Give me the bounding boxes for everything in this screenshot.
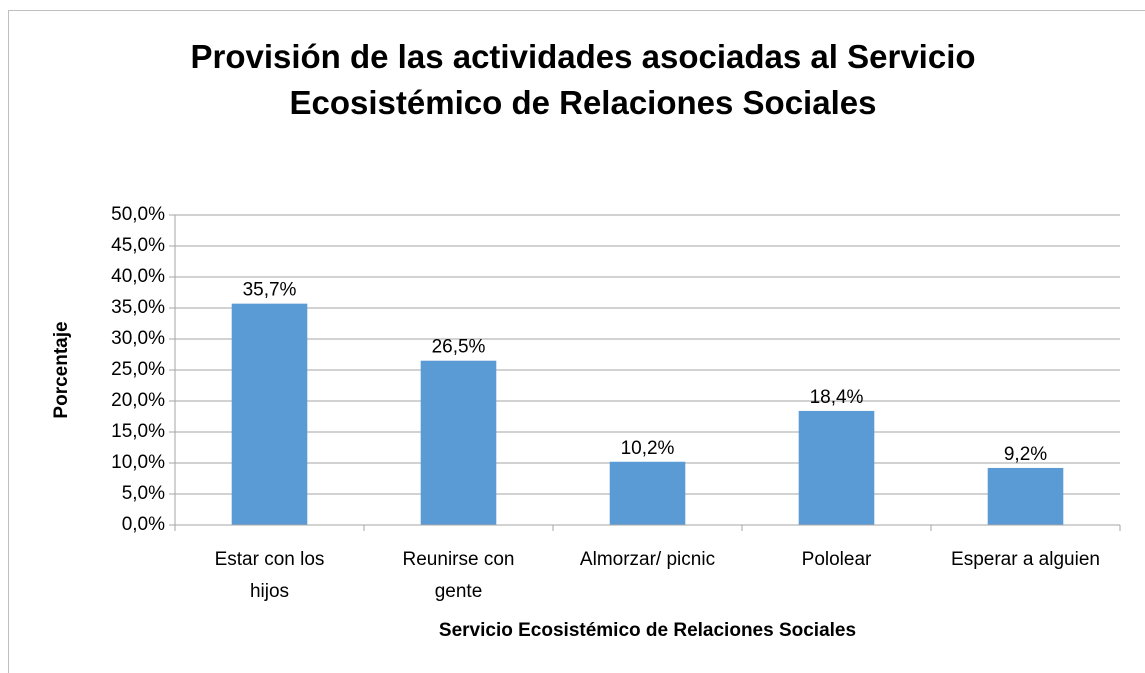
data-label: 10,2% — [621, 438, 675, 459]
data-label: 35,7% — [243, 280, 297, 301]
bar — [609, 461, 686, 525]
chart-border — [8, 10, 1145, 673]
y-tick-label: 35,0% — [111, 297, 165, 318]
y-tick-label: 40,0% — [111, 266, 165, 287]
x-tick-label: Esperar a alguien — [951, 549, 1100, 570]
bar — [987, 467, 1064, 525]
data-label: 9,2% — [1004, 444, 1047, 465]
y-tick-label: 25,0% — [111, 359, 165, 380]
x-tick-label: Reunirse con gente — [402, 549, 515, 602]
bar — [798, 410, 875, 525]
x-tick-label: Estar con los hijos — [214, 549, 325, 602]
chart-title: Provisión de las actividades asociadas a… — [190, 38, 976, 121]
y-tick-label: 50,0% — [111, 204, 165, 225]
data-label: 26,5% — [432, 337, 486, 358]
x-tick-label: Almorzar/ picnic — [579, 549, 716, 570]
y-tick-label: 20,0% — [111, 390, 165, 411]
y-tick-label: 10,0% — [111, 452, 165, 473]
x-axis-label: Servicio Ecosistémico de Relaciones Soci… — [438, 620, 857, 641]
y-axis-label: Porcentaje — [51, 321, 72, 418]
y-tick-label: 30,0% — [111, 328, 165, 349]
data-label: 18,4% — [810, 387, 864, 408]
bar — [420, 360, 497, 525]
y-tick-label: 5,0% — [122, 483, 165, 504]
bar — [231, 303, 308, 525]
x-tick-label: Pololear — [801, 549, 872, 570]
y-tick-label: 15,0% — [111, 421, 165, 442]
y-tick-label: 45,0% — [111, 235, 165, 256]
y-tick-label: 0,0% — [122, 514, 165, 535]
